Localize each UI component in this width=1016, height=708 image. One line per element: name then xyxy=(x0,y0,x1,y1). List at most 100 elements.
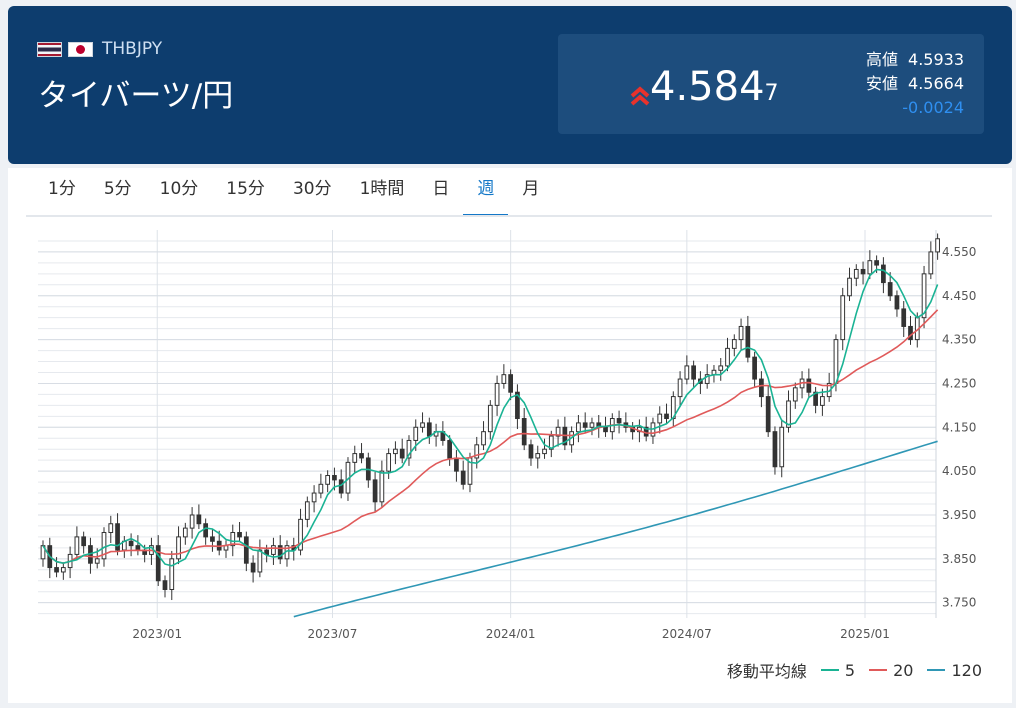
tab-8[interactable]: 月 xyxy=(522,179,540,199)
candle-body xyxy=(548,435,554,450)
quote-header: THBJPY タイバーツ/円 4.5847 高値 4.5933 安値 4.5664 … xyxy=(8,6,1012,164)
tab-1[interactable]: 5分 xyxy=(103,179,132,199)
candle-body xyxy=(94,558,100,564)
tab-divider xyxy=(26,215,992,217)
candle-body xyxy=(128,540,134,547)
candle-body xyxy=(887,282,893,297)
candle-body xyxy=(935,238,940,253)
candle-body xyxy=(616,418,622,424)
candle-body xyxy=(176,536,181,560)
candle-body xyxy=(155,545,161,582)
candle-body xyxy=(576,422,581,433)
candle-body xyxy=(860,268,866,275)
candle-body xyxy=(731,339,737,349)
candle-body xyxy=(393,448,398,455)
candle-body xyxy=(752,356,757,380)
high-label: 高値 xyxy=(866,50,899,69)
tab-4[interactable]: 30分 xyxy=(292,179,332,199)
candle-body xyxy=(189,514,195,529)
candle-body xyxy=(74,536,80,555)
legend-line-ma120 xyxy=(927,669,946,671)
candle-body xyxy=(413,426,419,441)
pair-name: タイバーツ/円 xyxy=(38,78,234,114)
candle-body xyxy=(745,325,751,358)
candle-body xyxy=(257,549,263,573)
tab-6[interactable]: 日 xyxy=(432,179,450,199)
tab-3[interactable]: 15分 xyxy=(226,179,265,199)
price-main: 4.584 xyxy=(650,64,765,110)
tab-2[interactable]: 10分 xyxy=(159,179,199,199)
price-box: 4.5847 高値 4.5933 安値 4.5664 -0.0024 xyxy=(558,34,984,134)
ma5-line xyxy=(42,268,939,567)
x-tick-label: 2023/01 xyxy=(132,627,182,638)
candle-body xyxy=(318,483,324,494)
candle-body xyxy=(162,580,168,591)
candle-body xyxy=(494,382,500,406)
candle-body xyxy=(230,532,236,547)
ma20-line xyxy=(42,309,939,565)
candle-body xyxy=(820,396,825,406)
candle-body xyxy=(372,479,378,503)
candle-body xyxy=(115,523,120,551)
ma120-line xyxy=(293,440,938,618)
y-tick-label: 3.750 xyxy=(942,596,976,610)
y-tick-label: 4.550 xyxy=(942,245,976,259)
low-label: 安値 xyxy=(866,74,899,93)
tab-5[interactable]: 1時間 xyxy=(359,179,405,199)
candle-body xyxy=(515,391,520,420)
candle-body xyxy=(535,453,541,459)
low-value: 4.5664 xyxy=(908,74,964,93)
candle-body xyxy=(487,404,493,433)
candle-body xyxy=(332,475,337,481)
up-arrow-icon xyxy=(630,86,650,106)
candle-body xyxy=(40,545,46,560)
candlestick-chart[interactable]: 2023/01 2023/07 2024/01 2024/07 2025/01 4.550… xyxy=(8,218,1012,638)
currency-pair: THBJPY xyxy=(37,39,162,59)
candle-body xyxy=(528,444,534,459)
x-tick-label: 2023/07 xyxy=(308,627,358,638)
y-tick-label: 4.150 xyxy=(942,420,976,434)
tab-7[interactable]: 週 xyxy=(463,168,509,217)
candle-body xyxy=(311,492,317,503)
candle-body xyxy=(589,422,595,428)
candle-body xyxy=(772,431,778,468)
candle-body xyxy=(792,387,798,402)
y-tick-label: 4.250 xyxy=(942,376,976,390)
candle-body xyxy=(60,567,66,573)
candle-body xyxy=(555,426,561,437)
candle-body xyxy=(169,558,175,591)
candle-body xyxy=(298,518,303,551)
candle-body xyxy=(677,378,683,398)
candle-body xyxy=(474,444,480,459)
candle-body xyxy=(108,523,114,534)
candle-body xyxy=(454,457,459,472)
high-value: 4.5933 xyxy=(908,50,964,69)
candle-body xyxy=(521,418,527,446)
candle-body xyxy=(386,453,392,472)
candle-body xyxy=(718,365,724,371)
thailand-flag-icon xyxy=(37,41,62,57)
candle-body xyxy=(81,536,87,547)
legend-ma5: 5 xyxy=(844,660,856,680)
japan-flag-icon xyxy=(68,41,93,57)
candle-body xyxy=(664,413,669,420)
candle-body xyxy=(54,567,59,573)
candle-body xyxy=(304,501,310,520)
candle-body xyxy=(738,325,744,341)
candle-body xyxy=(325,475,331,485)
candle-body xyxy=(210,536,215,542)
candle-body xyxy=(704,374,710,384)
tab-0[interactable]: 1分 xyxy=(48,179,76,199)
candle-body xyxy=(182,527,188,538)
candle-body xyxy=(237,532,242,538)
candle-body xyxy=(759,378,764,398)
candle-body xyxy=(833,339,839,384)
candle-body xyxy=(881,264,886,284)
candle-body xyxy=(399,448,405,459)
y-tick-label: 3.850 xyxy=(942,552,976,566)
y-tick-label: 3.950 xyxy=(942,508,976,522)
candle-body xyxy=(250,562,256,573)
candle-body xyxy=(542,448,547,455)
candle-body xyxy=(196,514,202,525)
candle-body xyxy=(603,426,608,433)
